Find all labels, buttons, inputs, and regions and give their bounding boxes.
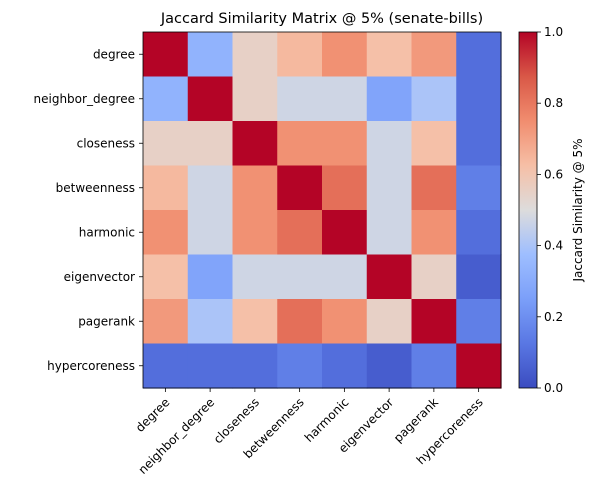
heatmap-cell: [366, 299, 413, 345]
colorbar-ticks: 0.0 0.2 0.4 0.6 0.8 1.0: [537, 25, 563, 395]
heatmap-cell: [232, 343, 278, 389]
heatmap-cell: [187, 76, 234, 122]
colorbar-tick-label: 0.6: [544, 167, 563, 181]
y-axis-ticks: degree neighbor_degree closeness betweennes…: [34, 47, 143, 373]
heatmap-cell: [232, 210, 278, 256]
colorbar-label: Jaccard Similarity @ 5%: [571, 139, 585, 283]
heatmap-cell: [411, 32, 457, 78]
heatmap-cell: [232, 299, 278, 345]
colorbar-tick-label: 0.8: [544, 96, 563, 110]
heatmap-cell: [456, 299, 502, 345]
heatmap-cell: [411, 121, 457, 167]
heatmap-cell: [366, 121, 413, 167]
heatmap-cell: [322, 32, 368, 78]
heatmap-cell: [232, 76, 278, 122]
heatmap-cell: [277, 210, 323, 256]
heatmap-cell: [366, 32, 413, 78]
heatmap-cell: [187, 254, 234, 300]
heatmap-cell: [456, 254, 502, 300]
heatmap-cell: [411, 76, 457, 122]
heatmap-cell: [456, 210, 502, 256]
heatmap-cell: [322, 165, 368, 211]
heatmap-cell: [232, 121, 278, 167]
heatmap-cell: [366, 343, 413, 389]
heatmap-cell: [322, 343, 368, 389]
heatmap-cell: [187, 121, 234, 167]
colorbar-tick-label: 0.0: [544, 381, 563, 395]
heatmap-cell: [143, 121, 189, 167]
heatmap-cell: [187, 210, 234, 256]
chart-title: Jaccard Similarity Matrix @ 5% (senate-b…: [160, 11, 483, 27]
heatmap-cell: [143, 254, 189, 300]
heatmap-cell: [366, 210, 413, 256]
heatmap-cell: [143, 299, 189, 345]
heatmap-cell: [187, 165, 234, 211]
heatmap-cell: [232, 254, 278, 300]
heatmap-cell: [456, 76, 502, 122]
y-tick-label: pagerank: [78, 314, 135, 328]
heatmap-cell: [187, 343, 234, 389]
heatmap-cells: [143, 32, 502, 389]
colorbar-tick-label: 0.2: [544, 310, 563, 324]
y-tick-label: degree: [93, 47, 135, 61]
heatmap-cell: [366, 76, 413, 122]
heatmap-cell: [277, 76, 323, 122]
heatmap-cell: [232, 32, 278, 78]
heatmap-cell: [322, 254, 368, 300]
heatmap-cell: [456, 343, 502, 389]
x-axis-ticks: degreeneighbor_degreeclosenessbetweennes…: [133, 388, 486, 477]
y-tick-label: hypercoreness: [47, 359, 135, 373]
heatmap-cell: [277, 254, 323, 300]
heatmap-cell: [411, 165, 457, 211]
heatmap-cell: [187, 299, 234, 345]
heatmap-cell: [456, 165, 502, 211]
heatmap-cell: [322, 299, 368, 345]
heatmap-cell: [143, 32, 189, 78]
heatmap-cell: [232, 165, 278, 211]
heatmap-cell: [456, 121, 502, 167]
heatmap-cell: [143, 165, 189, 211]
heatmap-cell: [411, 210, 457, 256]
y-tick-label: eigenvector: [64, 270, 135, 284]
heatmap-cell: [411, 254, 457, 300]
heatmap-cell: [366, 165, 413, 211]
heatmap-cell: [411, 343, 457, 389]
heatmap-cell: [143, 343, 189, 389]
heatmap-cell: [322, 121, 368, 167]
colorbar: [518, 31, 538, 389]
heatmap-cell: [277, 165, 323, 211]
heatmap-cell: [277, 299, 323, 345]
heatmap-cell: [411, 299, 457, 345]
y-tick-label: betweenness: [56, 181, 135, 195]
heatmap-cell: [456, 32, 502, 78]
y-tick-label: neighbor_degree: [34, 92, 136, 106]
heatmap-cell: [187, 32, 234, 78]
heatmap-cell: [277, 121, 323, 167]
heatmap-cell: [322, 210, 368, 256]
y-tick-label: harmonic: [79, 225, 135, 239]
colorbar-tick-label: 1.0: [544, 25, 563, 39]
heatmap-cell: [277, 32, 323, 78]
y-tick-label: closeness: [77, 136, 135, 150]
heatmap-cell: [366, 254, 413, 300]
plot-frame: [142, 31, 502, 389]
heatmap-cell: [322, 76, 368, 122]
heatmap-cell: [277, 343, 323, 389]
colorbar-tick-label: 0.4: [544, 239, 563, 253]
x-tick-label: neighbor_degree: [136, 395, 218, 477]
heatmap-cell: [143, 76, 189, 122]
x-tick-label: degree: [133, 395, 173, 435]
heatmap-cell: [143, 210, 189, 256]
